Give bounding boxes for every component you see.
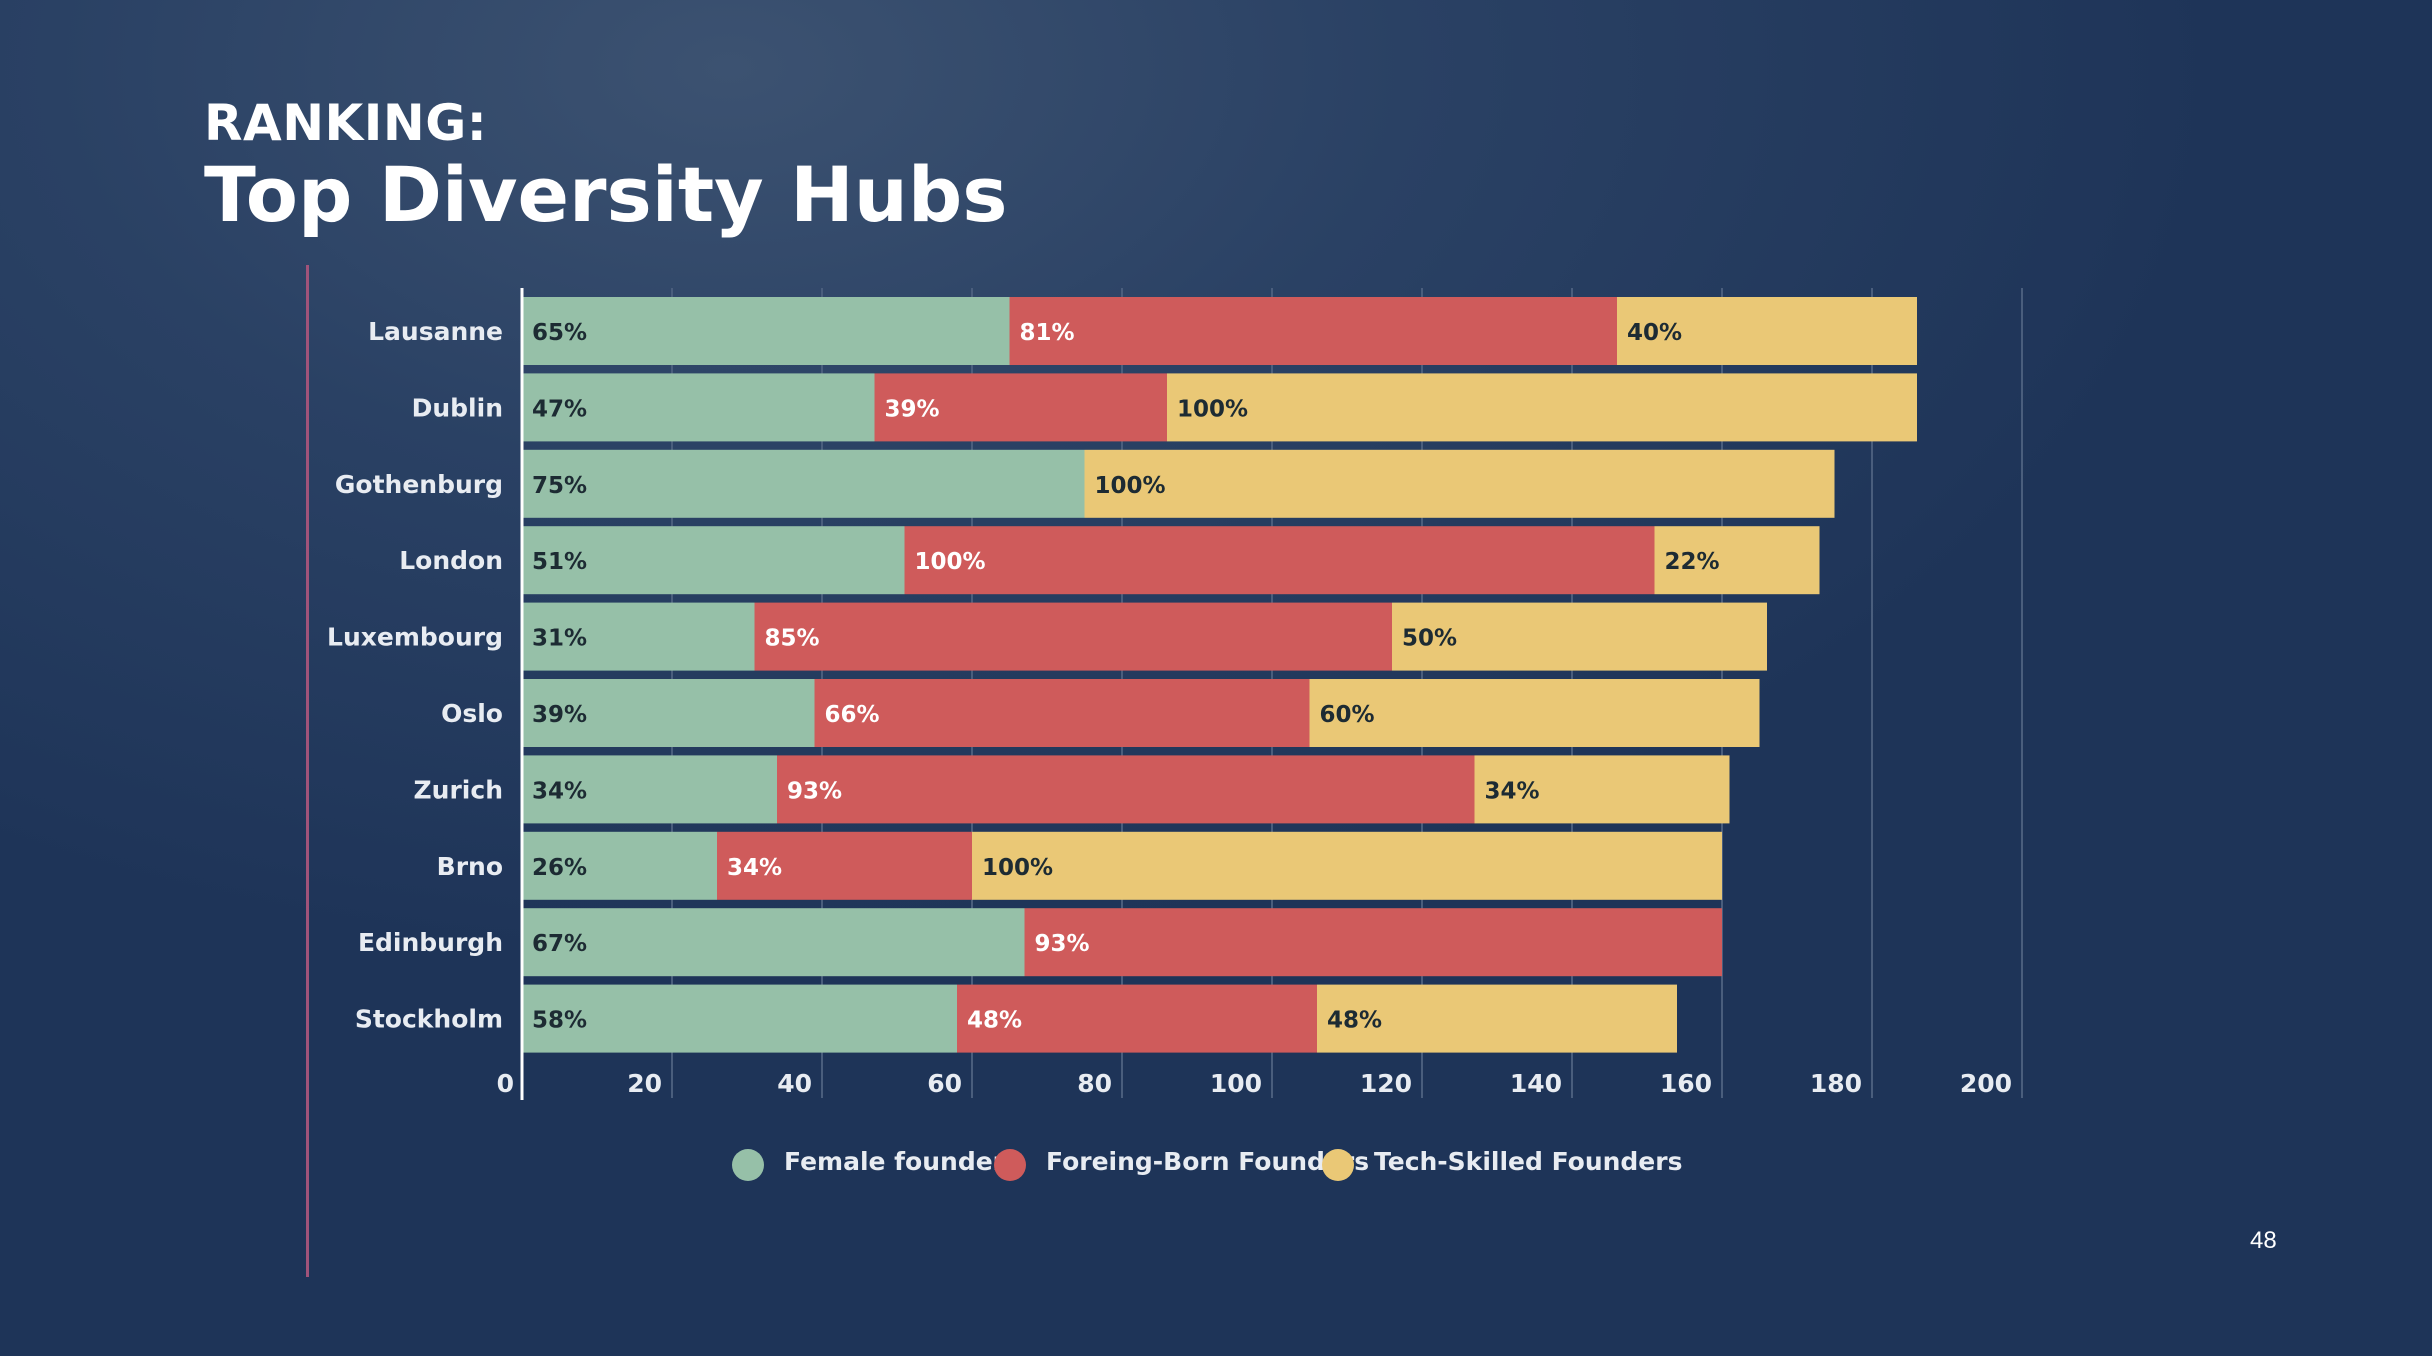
- bar-oslo-female-founders: [522, 679, 815, 747]
- bar-oslo-foreing-born-founders: [814, 679, 1310, 747]
- category-label-stockholm: Stockholm: [355, 1005, 503, 1034]
- category-label-brno: Brno: [437, 852, 503, 881]
- category-labels: Lausanne Dublin Gothenburg London Luxembourg…: [327, 317, 503, 1034]
- bar-gothenburg-tech-skilled-founders: [1084, 449, 1835, 518]
- x-tick-label-100: 100: [1210, 1069, 1262, 1098]
- data-label-lausanne-foreing-born-founders: 81%: [1020, 320, 1075, 346]
- data-label-lausanne-female-founders: 65%: [532, 320, 587, 346]
- data-label-luxembourg-tech-skilled-founders: 50%: [1402, 626, 1457, 652]
- data-label-dublin-tech-skilled-founders: 100%: [1177, 396, 1248, 422]
- bar-zurich-tech-skilled-founders: [1474, 755, 1730, 824]
- data-label-brno-female-founders: 26%: [532, 855, 587, 881]
- bar-edinburgh-female-founders: [522, 908, 1025, 977]
- slide-title: Top Diversity Hubs: [204, 150, 1008, 239]
- bar-brno-female-founders: [522, 831, 717, 900]
- bar-lausanne-tech-skilled-founders: [1617, 297, 1917, 365]
- x-tick-label-0: 0: [497, 1069, 514, 1098]
- x-tick-label-80: 80: [1077, 1069, 1112, 1098]
- data-label-zurich-tech-skilled-founders: 34%: [1485, 778, 1540, 804]
- bar-stockholm-female-founders: [522, 984, 957, 1053]
- data-label-gothenburg-tech-skilled-founders: 100%: [1095, 473, 1166, 499]
- bar-london-female-founders: [522, 526, 905, 595]
- bar-stockholm-tech-skilled-founders: [1317, 984, 1677, 1053]
- bar-brno-foreing-born-founders: [717, 831, 972, 900]
- data-label-dublin-female-founders: 47%: [532, 396, 587, 422]
- x-tick-label-140: 140: [1510, 1069, 1562, 1098]
- bar-brno-tech-skilled-founders: [972, 831, 1722, 900]
- bar-edinburgh-foreing-born-founders: [1024, 908, 1722, 977]
- legend: Female founders Foreing-Born Founders Te…: [0, 1143, 2432, 1191]
- accent-divider: [306, 265, 309, 1277]
- category-label-gothenburg: Gothenburg: [335, 470, 503, 499]
- category-label-edinburgh: Edinburgh: [358, 928, 503, 957]
- data-label-stockholm-tech-skilled-founders: 48%: [1327, 1008, 1382, 1034]
- x-tick-label-120: 120: [1360, 1069, 1412, 1098]
- data-label-zurich-female-founders: 34%: [532, 778, 587, 804]
- legend-label-female: Female founders: [784, 1147, 1020, 1176]
- bar-london-foreing-born-founders: [904, 526, 1655, 595]
- bar-gothenburg-female-founders: [522, 449, 1085, 518]
- bar-luxembourg-tech-skilled-founders: [1392, 602, 1767, 671]
- legend-swatch-foreign: [994, 1149, 1026, 1181]
- slide-kicker: RANKING:: [204, 94, 488, 152]
- page-number: 48: [2250, 1227, 2277, 1254]
- bar-london-tech-skilled-founders: [1654, 526, 1820, 595]
- bar-stockholm-foreing-born-founders: [957, 984, 1317, 1053]
- data-label-edinburgh-female-founders: 67%: [532, 931, 587, 957]
- bar-oslo-tech-skilled-founders: [1309, 679, 1760, 747]
- data-label-brno-tech-skilled-founders: 100%: [982, 855, 1053, 881]
- legend-swatch-female: [732, 1149, 764, 1181]
- category-label-lausanne: Lausanne: [368, 317, 503, 346]
- legend-label-tech: Tech-Skilled Founders: [1374, 1147, 1683, 1176]
- data-label-luxembourg-foreing-born-founders: 85%: [765, 626, 820, 652]
- bars: [522, 297, 1917, 1053]
- legend-label-foreign: Foreing-Born Founders: [1046, 1147, 1370, 1176]
- data-label-zurich-foreing-born-founders: 93%: [787, 778, 842, 804]
- data-label-stockholm-foreing-born-founders: 48%: [967, 1008, 1022, 1034]
- data-label-oslo-female-founders: 39%: [532, 702, 587, 728]
- bar-luxembourg-foreing-born-founders: [754, 602, 1392, 671]
- bar-dublin-foreing-born-founders: [874, 373, 1167, 442]
- data-label-stockholm-female-founders: 58%: [532, 1008, 587, 1034]
- category-label-dublin: Dublin: [412, 393, 503, 422]
- bar-luxembourg-female-founders: [522, 602, 755, 671]
- data-label-dublin-foreing-born-founders: 39%: [885, 396, 940, 422]
- x-tick-label-160: 160: [1660, 1069, 1712, 1098]
- bar-dublin-tech-skilled-founders: [1167, 373, 1917, 442]
- data-label-london-foreing-born-founders: 100%: [915, 549, 986, 575]
- data-label-luxembourg-female-founders: 31%: [532, 626, 587, 652]
- x-tick-label-200: 200: [1960, 1069, 2012, 1098]
- data-label-london-tech-skilled-founders: 22%: [1665, 549, 1720, 575]
- x-tick-label-20: 20: [627, 1069, 662, 1098]
- data-label-london-female-founders: 51%: [532, 549, 587, 575]
- x-tick-labels: 0 20 40 60 80 100 120 140 160 180 200: [497, 1069, 2012, 1098]
- category-label-london: London: [399, 546, 503, 575]
- bar-dublin-female-founders: [522, 373, 875, 442]
- data-label-edinburgh-foreing-born-founders: 93%: [1035, 931, 1090, 957]
- category-label-luxembourg: Luxembourg: [327, 623, 503, 652]
- data-labels: 65% 81% 40% 47% 39% 100% 75% 100% 51% 100% 22% 31% 8…: [532, 320, 1720, 1034]
- category-label-oslo: Oslo: [441, 699, 503, 728]
- x-tick-label-180: 180: [1810, 1069, 1862, 1098]
- x-tick-label-40: 40: [777, 1069, 812, 1098]
- bar-lausanne-foreing-born-founders: [1009, 297, 1617, 365]
- data-label-oslo-foreing-born-founders: 66%: [825, 702, 880, 728]
- x-tick-label-60: 60: [927, 1069, 962, 1098]
- data-label-oslo-tech-skilled-founders: 60%: [1320, 702, 1375, 728]
- bar-lausanne-female-founders: [522, 297, 1010, 365]
- bar-zurich-foreing-born-founders: [777, 755, 1475, 824]
- legend-swatch-tech: [1322, 1149, 1354, 1181]
- data-label-gothenburg-female-founders: 75%: [532, 473, 587, 499]
- bar-zurich-female-founders: [522, 755, 777, 824]
- data-label-lausanne-tech-skilled-founders: 40%: [1627, 320, 1682, 346]
- category-label-zurich: Zurich: [414, 775, 503, 804]
- data-label-brno-foreing-born-founders: 34%: [727, 855, 782, 881]
